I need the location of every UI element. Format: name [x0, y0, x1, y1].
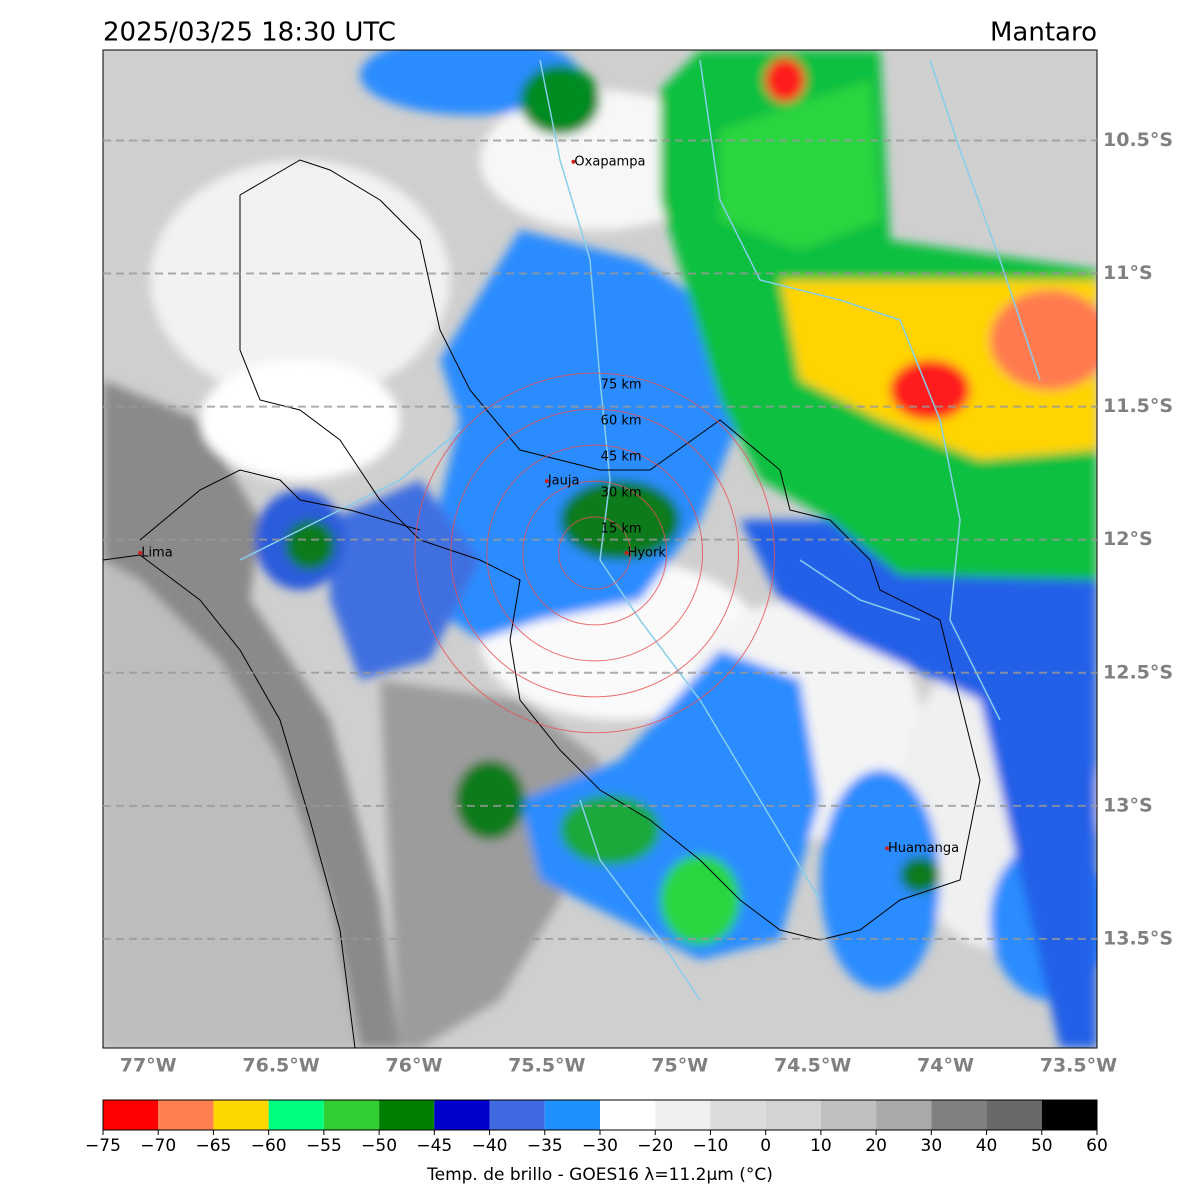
place-marker [571, 159, 576, 164]
colorbar-segment [213, 1100, 269, 1130]
range-ring-label: 15 km [601, 522, 642, 537]
y-tick-label: 11°S [1103, 262, 1153, 284]
range-ring [558, 516, 632, 590]
x-tick-label: 74°W [917, 1055, 974, 1077]
x-tick-label: 76°W [386, 1055, 443, 1077]
colorbar-tick-label: 40 [976, 1136, 998, 1156]
colorbar-segment [600, 1100, 656, 1130]
colorbar-tick-label: 0 [760, 1136, 771, 1156]
range-ring [522, 480, 668, 626]
place-label: Oxapampa [574, 154, 645, 169]
place-marker [138, 550, 143, 555]
y-tick-label: 12°S [1103, 528, 1153, 550]
x-tick-label: 77°W [120, 1055, 177, 1077]
y-tick-label: 13.5°S [1103, 927, 1173, 949]
range-ring [486, 444, 704, 662]
range-ring [414, 372, 776, 734]
map-frame [102, 49, 1098, 1049]
colorbar-tick-label: −50 [361, 1136, 397, 1156]
colorbar-tick-label: 50 [1031, 1136, 1053, 1156]
colorbar-tick-label: −45 [416, 1136, 452, 1156]
colorbar-segment [489, 1100, 545, 1130]
region-name: Mantaro [990, 18, 1097, 48]
range-ring-label: 30 km [601, 486, 642, 501]
colorbar-tick-label: −60 [251, 1136, 287, 1156]
x-tick-label: 74.5°W [774, 1055, 851, 1077]
colorbar-segment [323, 1100, 380, 1130]
place-marker [544, 479, 549, 484]
colorbar-tick-label: 30 [921, 1136, 943, 1156]
colorbar-tick-label: −30 [582, 1136, 618, 1156]
x-tick-label: 75.5°W [508, 1055, 585, 1077]
colorbar-tick-label: −20 [637, 1136, 673, 1156]
colorbar-segment [103, 1100, 159, 1130]
colorbar-tick-label: −70 [140, 1136, 176, 1156]
colorbar-tick-label: −40 [472, 1136, 508, 1156]
y-tick-label: 13°S [1103, 794, 1153, 816]
colorbar-tick-label: −65 [195, 1136, 231, 1156]
place-label: Jauja [547, 474, 580, 489]
colorbar-tick-label: −10 [692, 1136, 728, 1156]
colorbar-segment [1041, 1100, 1097, 1130]
y-tick-label: 10.5°S [1103, 129, 1173, 151]
place-label: Hyork [628, 545, 667, 560]
x-tick-label: 75°W [651, 1055, 708, 1077]
colorbar-tick-label: −75 [85, 1136, 121, 1156]
x-tick-label: 73.5°W [1040, 1055, 1117, 1077]
colorbar-segment [268, 1100, 324, 1130]
range-ring-label: 75 km [601, 378, 642, 393]
range-ring [450, 408, 740, 698]
title: 2025/03/25 18:30 UTC [103, 18, 396, 48]
colorbar-tick-label: 60 [1086, 1136, 1108, 1156]
range-ring-label: 60 km [601, 414, 642, 429]
colorbar-segment [655, 1100, 711, 1130]
colorbar-segment [434, 1100, 490, 1130]
x-tick-label: 76.5°W [242, 1055, 319, 1077]
place-marker [885, 846, 890, 851]
colorbar-segment [544, 1100, 600, 1130]
place-marker [624, 550, 629, 555]
colorbar-segment [765, 1100, 821, 1130]
colorbar-segment [931, 1100, 987, 1130]
place-label: Huamanga [888, 841, 959, 856]
colorbar-tick-label: −55 [306, 1136, 342, 1156]
colorbar-segment [820, 1100, 877, 1130]
y-tick-label: 12.5°S [1103, 661, 1173, 683]
colorbar-tick-label: 10 [810, 1136, 832, 1156]
colorbar-segment [876, 1100, 932, 1130]
colorbar-segment [379, 1100, 435, 1130]
colorbar-segment [986, 1100, 1042, 1130]
colorbar-tick-label: 20 [865, 1136, 887, 1156]
colorbar-tick-label: −35 [527, 1136, 563, 1156]
colorbar-label: Temp. de brillo - GOES16 λ=11.2μm (°C) [426, 1165, 773, 1185]
satellite-image [103, 50, 1097, 1048]
place-label: Lima [141, 545, 172, 560]
colorbar-segment [710, 1100, 766, 1130]
y-tick-label: 11.5°S [1103, 395, 1173, 417]
range-ring-label: 45 km [601, 450, 642, 465]
colorbar-segment [158, 1100, 214, 1130]
